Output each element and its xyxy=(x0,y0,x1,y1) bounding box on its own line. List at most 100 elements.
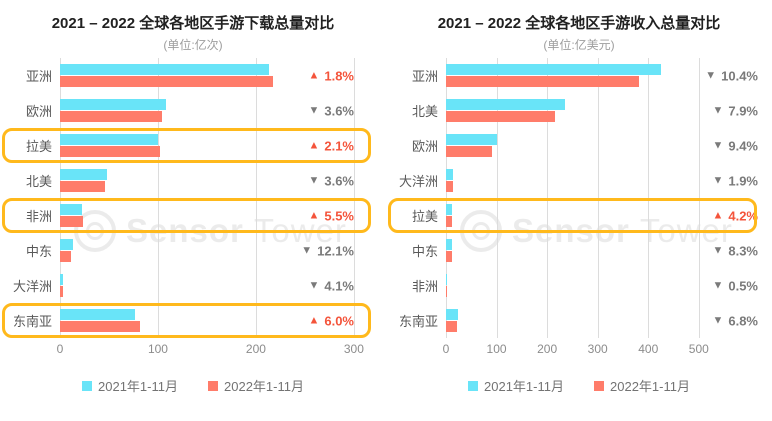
bar-2021 xyxy=(60,99,166,110)
chart-row: 北美 ▼ 3.6% xyxy=(4,163,376,198)
bar-2022 xyxy=(60,76,273,87)
trend-down-icon: ▼ xyxy=(712,314,724,326)
axis-tick-label: 100 xyxy=(147,342,168,356)
change-badge: ▲ 6.0% xyxy=(308,313,354,328)
trend-down-icon: ▼ xyxy=(308,174,320,186)
trend-down-icon: ▼ xyxy=(705,69,717,81)
legend-item-2022: 2022年1-11月 xyxy=(594,376,690,395)
bar-2022 xyxy=(60,251,72,262)
bar-2022 xyxy=(60,146,161,157)
change-badge: ▼ 3.6% xyxy=(308,103,354,118)
axis-tick-label: 200 xyxy=(537,342,558,356)
chart-row: 拉美 ▲ 4.2% xyxy=(388,198,762,233)
chart-area: Sensor Tower 亚洲 ▼ 10.4% 北美 ▼ 7.9% 欧洲 ▼ 9.4% 大洋洲 ▼ 1… xyxy=(386,58,772,360)
change-badge: ▲ 1.8% xyxy=(308,68,354,83)
change-value: 12.1% xyxy=(317,243,354,258)
legend-label-2022: 2022年1-11月 xyxy=(610,379,690,394)
row-plot: ▲ 2.1% xyxy=(60,128,376,163)
change-badge: ▼ 1.9% xyxy=(712,173,758,188)
bar-2022 xyxy=(446,251,452,262)
trend-down-icon: ▼ xyxy=(712,174,724,186)
bar-2021 xyxy=(60,134,158,145)
bar-2021 xyxy=(446,274,447,285)
row-plot: ▼ 3.6% xyxy=(60,93,376,128)
change-value: 6.8% xyxy=(728,313,758,328)
axis-tick-label: 400 xyxy=(638,342,659,356)
legend-item-2021: 2021年1-11月 xyxy=(468,376,564,395)
chart-row: 非洲 ▼ 0.5% xyxy=(390,268,762,303)
category-label: 亚洲 xyxy=(25,69,52,84)
bar-rows: 亚洲 ▲ 1.8% 欧洲 ▼ 3.6% 拉美 ▲ 2.1% 北美 ▼ 3.6% 非洲 ▲ 5.5% 中东 ▼ 12… xyxy=(2,58,376,338)
axis-tick-label: 200 xyxy=(245,342,266,356)
trend-down-icon: ▼ xyxy=(308,104,320,116)
trend-up-icon: ▲ xyxy=(308,314,320,326)
legend-label-2021: 2021年1-11月 xyxy=(98,379,178,394)
bar-2022 xyxy=(60,111,162,122)
row-plot: ▼ 8.3% xyxy=(446,233,762,268)
change-badge: ▲ 5.5% xyxy=(308,208,354,223)
change-value: 3.6% xyxy=(324,103,354,118)
change-value: 10.4% xyxy=(721,68,758,83)
chart-subtitle: (单位:亿美元) xyxy=(543,38,615,52)
chart-row: 东南亚 ▼ 6.8% xyxy=(390,303,762,338)
category-label: 东南亚 xyxy=(398,314,438,329)
row-plot: ▲ 6.0% xyxy=(60,303,376,338)
legend-label-2022: 2022年1-11月 xyxy=(224,379,304,394)
row-plot: ▲ 4.2% xyxy=(446,198,762,233)
bar-2021 xyxy=(60,169,108,180)
bar-2021 xyxy=(446,309,458,320)
row-plot: ▼ 9.4% xyxy=(446,128,762,163)
row-plot: ▲ 5.5% xyxy=(60,198,376,233)
change-badge: ▼ 0.5% xyxy=(712,278,758,293)
category-label: 欧洲 xyxy=(25,104,52,119)
chart-row: 中东 ▼ 12.1% xyxy=(4,233,376,268)
category-label: 中东 xyxy=(411,244,438,259)
category-label: 北美 xyxy=(25,174,52,189)
change-value: 4.2% xyxy=(728,208,758,223)
trend-down-icon: ▼ xyxy=(712,244,724,256)
bar-2022 xyxy=(60,216,83,227)
change-value: 5.5% xyxy=(324,208,354,223)
category-label: 拉美 xyxy=(25,139,52,154)
legend-item-2021: 2021年1-11月 xyxy=(82,376,178,395)
chart-row: 亚洲 ▼ 10.4% xyxy=(390,58,762,93)
category-label: 拉美 xyxy=(411,209,438,224)
change-value: 3.6% xyxy=(324,173,354,188)
chart-panel-downloads: 2021 – 2022 全球各地区手游下载总量对比 (单位:亿次) Sensor… xyxy=(2,15,376,395)
chart-title: 2021 – 2022 全球各地区手游收入总量对比 xyxy=(437,15,721,32)
chart-row: 亚洲 ▲ 1.8% xyxy=(4,58,376,93)
change-value: 2.1% xyxy=(324,138,354,153)
bar-2021 xyxy=(446,204,453,215)
category-label: 非洲 xyxy=(25,209,52,224)
row-plot: ▼ 0.5% xyxy=(446,268,762,303)
chart-row: 拉美 ▲ 2.1% xyxy=(2,128,376,163)
bar-2021 xyxy=(446,64,661,75)
chart-row: 东南亚 ▲ 6.0% xyxy=(2,303,376,338)
row-plot: ▼ 12.1% xyxy=(60,233,376,268)
change-badge: ▼ 9.4% xyxy=(712,138,758,153)
bar-2022 xyxy=(60,321,140,332)
change-value: 6.0% xyxy=(324,313,354,328)
row-plot: ▼ 1.9% xyxy=(446,163,762,198)
category-label: 大洋洲 xyxy=(12,279,52,294)
x-axis: 0 100 200 300 xyxy=(57,342,376,360)
change-badge: ▲ 2.1% xyxy=(308,138,354,153)
trend-up-icon: ▲ xyxy=(308,69,320,81)
row-plot: ▲ 1.8% xyxy=(60,58,376,93)
chart-row: 中东 ▼ 8.3% xyxy=(390,233,762,268)
category-label: 非洲 xyxy=(411,279,438,294)
chart-panel-revenue: 2021 – 2022 全球各地区手游收入总量对比 (单位:亿美元) Senso… xyxy=(386,0,772,421)
bar-2021 xyxy=(60,204,82,215)
change-value: 1.9% xyxy=(728,173,758,188)
bar-2022 xyxy=(446,76,639,87)
change-badge: ▲ 4.2% xyxy=(712,208,758,223)
change-badge: ▼ 7.9% xyxy=(712,103,758,118)
legend-swatch-2022-icon xyxy=(594,380,604,391)
bar-2022 xyxy=(446,111,556,122)
trend-down-icon: ▼ xyxy=(712,104,724,116)
category-label: 欧洲 xyxy=(411,139,438,154)
category-label: 中东 xyxy=(25,244,52,259)
change-value: 1.8% xyxy=(324,68,354,83)
row-plot: ▼ 7.9% xyxy=(446,93,762,128)
